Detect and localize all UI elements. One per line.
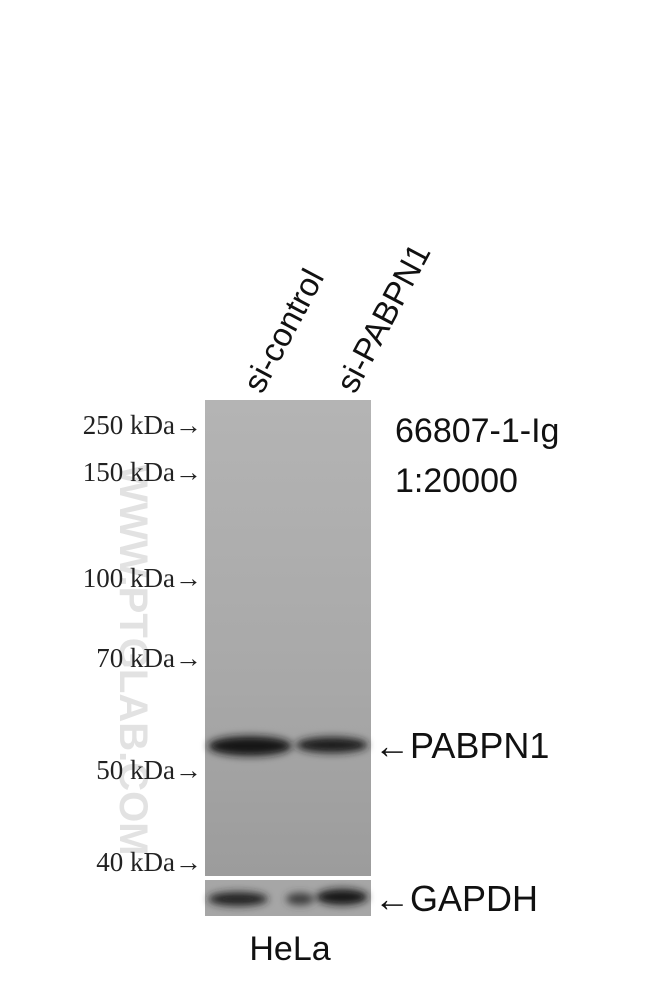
marker-label: 40 kDa→ [96, 847, 202, 877]
watermark: WWW.PTGLAB.COM [111, 464, 155, 855]
band [316, 889, 368, 905]
marker-label: 100 kDa→ [83, 563, 202, 593]
dilution: 1:20000 [395, 462, 518, 500]
band [296, 737, 368, 753]
bands [208, 736, 368, 906]
band [208, 892, 268, 906]
band [208, 736, 292, 756]
band [286, 893, 314, 905]
band-label: ←GAPDH [374, 878, 538, 919]
blot-main [205, 400, 371, 876]
marker-label: 150 kDa→ [83, 457, 202, 487]
band-label: ←PABPN1 [374, 725, 549, 766]
antibody: 66807-1-Ig [395, 412, 559, 450]
lane-label: si-control [236, 263, 332, 399]
marker-label: 250 kDa→ [83, 410, 202, 440]
cell-line: HeLa [249, 930, 330, 968]
marker-label: 50 kDa→ [96, 755, 202, 785]
marker-label: 70 kDa→ [96, 643, 202, 673]
lane-label: si-PABPN1 [329, 237, 438, 398]
